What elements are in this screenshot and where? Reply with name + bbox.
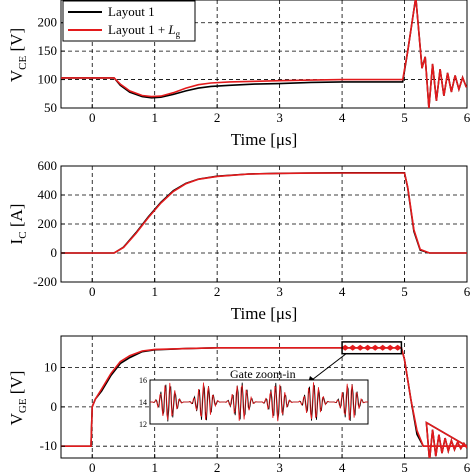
x-tick-label: 5: [401, 460, 408, 474]
zoom-oscillation-mark: [371, 344, 380, 351]
x-axis-label: Time [μs]: [231, 304, 298, 323]
zoom-oscillation-mark: [363, 344, 372, 351]
legend: Layout 1 Layout 1 + Lg: [62, 0, 196, 42]
y-tick-label: 200: [38, 15, 58, 30]
inset-y-tick-labels: 12 14 16: [139, 376, 147, 429]
x-tick-label: 6: [464, 110, 471, 125]
legend-box: [62, 0, 196, 42]
zoom-oscillation-mark: [378, 344, 387, 351]
x-tick-label: 6: [464, 460, 471, 474]
y-axis-label-sub: CE: [17, 55, 29, 69]
x-tick-label: 1: [151, 110, 158, 125]
inset-series-line: [150, 382, 368, 422]
y-axis-label-sub: C: [17, 231, 29, 238]
x-tick-label: 4: [339, 284, 346, 299]
y-tick-labels: -10 0 10: [40, 359, 65, 453]
legend-label-sub: g: [176, 29, 181, 39]
y-tick-label: 0: [51, 245, 58, 260]
legend-label-layout1-lg: Layout 1 + Lg: [108, 22, 181, 39]
y-axis-label-unit: [A]: [7, 204, 26, 232]
y-tick-label: 150: [38, 43, 58, 58]
x-tick-label: 1: [151, 460, 158, 474]
zoom-oscillation-mark: [386, 344, 395, 351]
series-group: [61, 0, 467, 108]
series-line-1: [61, 0, 467, 108]
y-axis-label-unit: [V]: [7, 371, 26, 399]
panel-vce: 0 1 2 3 4 5 6 50 100 150 200 Time [μs] VCE [V] La…: [7, 0, 471, 149]
panel-ic: 0 1 2 3 4 5 6 -200 0 200 400 600 Time [μs] IC [A]: [7, 158, 471, 323]
y-axis-label: IC [A]: [7, 204, 29, 245]
y-axis-label-sub: GE: [17, 398, 29, 413]
y-tick-label: 10: [44, 359, 57, 374]
x-axis-label: Time [μs]: [231, 130, 298, 149]
x-tick-labels: 0 1 2 3 4 5 6: [89, 278, 471, 299]
y-tick-label: -10: [40, 438, 57, 453]
y-axis-label-main: V: [7, 412, 26, 425]
series-line-0: [61, 172, 467, 254]
inset-series: [150, 382, 368, 422]
y-tick-label: 100: [38, 72, 58, 87]
series-line-1: [61, 346, 467, 458]
y-tick-label: 600: [38, 158, 58, 173]
x-tick-label: 3: [276, 460, 283, 474]
y-tick-label: 400: [38, 187, 58, 202]
zoom-oscillation-mark: [341, 344, 350, 351]
x-tick-label: 0: [89, 284, 96, 299]
x-tick-label: 2: [214, 284, 221, 299]
zoom-inset: 12 14 16: [139, 376, 369, 429]
x-tick-labels: 0 1 2 3 4 5 6: [89, 104, 471, 125]
zoom-window-box: [341, 341, 403, 355]
x-tick-label: 6: [464, 284, 471, 299]
axes-frame: [60, 335, 468, 459]
y-tick-label: 50: [44, 100, 57, 115]
x-tick-label: 3: [276, 110, 283, 125]
y-axis-label-unit: [V]: [7, 28, 26, 56]
x-tick-label: 4: [339, 110, 346, 125]
axes-frame: [60, 0, 468, 109]
series-group: [61, 172, 467, 254]
x-tick-label: 0: [89, 460, 96, 474]
zoom-annotation: Gate zoom-in: [230, 367, 296, 381]
x-tick-labels: 0 1 2 3 4 5 6: [89, 454, 471, 474]
x-tick-label: 2: [214, 110, 221, 125]
zoom-oscillation-mark: [348, 344, 357, 351]
x-tick-label: 1: [151, 284, 158, 299]
x-tick-label: 5: [401, 110, 408, 125]
y-axis-label-main: I: [7, 238, 26, 244]
y-axis-label: VGE [V]: [7, 371, 29, 426]
zoom-arrow: [307, 353, 347, 384]
x-tick-label: 5: [401, 284, 408, 299]
y-tick-labels: -200 0 200 400 600: [33, 158, 65, 289]
inset-y-tick-label: 12: [139, 420, 147, 429]
legend-label-main: L: [167, 22, 175, 37]
inset-y-tick-label: 16: [139, 376, 147, 385]
inset-y-tick-label: 14: [139, 398, 147, 407]
y-tick-label: 200: [38, 216, 58, 231]
x-tick-label: 2: [214, 460, 221, 474]
series-group: [61, 344, 467, 458]
y-tick-label: -200: [33, 274, 57, 289]
legend-label-layout1: Layout 1: [108, 4, 155, 19]
y-axis-label: VCE [V]: [7, 28, 29, 82]
grid: [61, 166, 467, 282]
y-tick-label: 0: [51, 399, 58, 414]
series-line-1: [61, 172, 467, 254]
x-tick-label: 3: [276, 284, 283, 299]
x-tick-label: 4: [339, 460, 346, 474]
y-axis-label-main: V: [7, 69, 26, 82]
legend-label-prefix: Layout 1 +: [108, 22, 168, 37]
zoom-oscillation-mark: [356, 344, 365, 351]
zoom-oscillation-mark: [393, 344, 402, 351]
x-tick-label: 0: [89, 110, 96, 125]
